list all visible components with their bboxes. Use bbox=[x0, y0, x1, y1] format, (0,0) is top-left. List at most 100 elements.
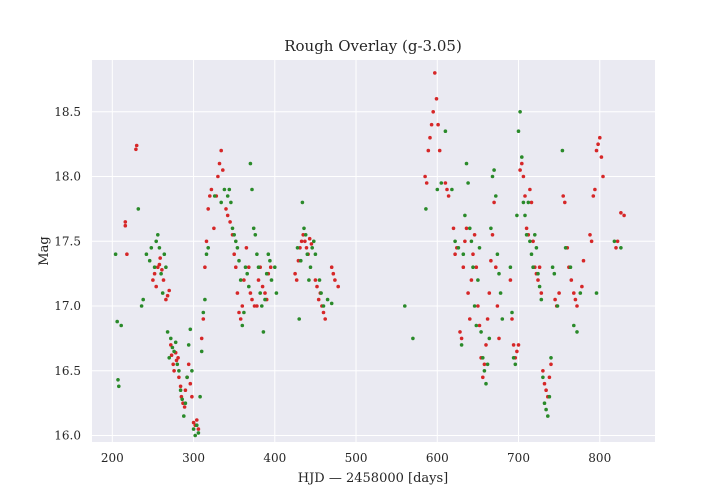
red-data-point bbox=[206, 207, 210, 211]
green-data-point bbox=[219, 200, 223, 205]
red-data-point bbox=[151, 278, 155, 282]
red-data-point bbox=[304, 246, 309, 250]
red-data-point bbox=[593, 187, 597, 192]
green-data-point bbox=[476, 278, 480, 282]
green-data-point bbox=[156, 233, 160, 237]
green-data-point bbox=[256, 265, 261, 270]
red-data-point bbox=[134, 143, 139, 148]
data-points bbox=[113, 71, 626, 438]
green-data-point bbox=[261, 330, 266, 334]
green-data-point bbox=[411, 336, 415, 341]
red-data-point bbox=[323, 317, 328, 321]
green-data-point bbox=[523, 213, 527, 218]
green-data-point bbox=[180, 397, 184, 402]
green-data-point bbox=[308, 265, 313, 270]
green-data-point bbox=[472, 304, 477, 308]
red-data-point bbox=[123, 220, 128, 224]
red-data-point bbox=[542, 381, 547, 386]
green-data-point bbox=[269, 278, 274, 282]
green-data-point bbox=[477, 246, 482, 250]
green-data-point bbox=[251, 226, 256, 231]
green-data-point bbox=[487, 336, 492, 341]
red-data-point bbox=[497, 336, 501, 341]
green-data-point bbox=[186, 343, 191, 347]
red-data-point bbox=[204, 239, 209, 244]
green-data-point bbox=[547, 394, 552, 399]
red-data-point bbox=[476, 304, 480, 308]
green-data-point bbox=[312, 239, 316, 244]
green-data-point bbox=[258, 291, 263, 295]
red-data-point bbox=[255, 304, 259, 308]
red-data-point bbox=[520, 161, 524, 166]
red-data-point bbox=[429, 122, 434, 127]
red-data-point bbox=[487, 291, 492, 295]
green-data-point bbox=[240, 323, 245, 328]
red-data-point bbox=[256, 278, 261, 282]
green-data-point bbox=[515, 213, 519, 218]
green-data-point bbox=[113, 252, 118, 256]
green-data-point bbox=[167, 356, 171, 360]
red-data-point bbox=[464, 226, 469, 231]
x-axis-ticks: 200 300 400 500 600 700 800 bbox=[101, 451, 611, 465]
green-data-point bbox=[297, 317, 302, 321]
green-data-point bbox=[136, 207, 141, 211]
green-data-point bbox=[234, 239, 238, 244]
green-data-point bbox=[232, 233, 236, 237]
green-data-point bbox=[185, 375, 189, 380]
green-data-point bbox=[325, 297, 330, 302]
red-data-point bbox=[490, 233, 495, 237]
green-data-point bbox=[471, 265, 475, 270]
red-data-point bbox=[123, 223, 128, 228]
red-data-point bbox=[171, 362, 175, 367]
red-data-point bbox=[615, 239, 620, 244]
red-data-point bbox=[301, 233, 306, 237]
green-data-point bbox=[313, 252, 318, 256]
red-data-point bbox=[426, 148, 431, 153]
red-data-point bbox=[588, 233, 592, 237]
green-data-point bbox=[534, 246, 539, 250]
red-data-point bbox=[235, 291, 240, 295]
green-data-point bbox=[544, 407, 548, 412]
red-data-point bbox=[152, 271, 157, 276]
green-data-point bbox=[188, 327, 193, 332]
red-data-point bbox=[557, 291, 561, 295]
green-data-point bbox=[222, 187, 227, 192]
green-data-point bbox=[482, 369, 487, 373]
green-data-point bbox=[230, 226, 235, 231]
red-data-point bbox=[208, 194, 212, 198]
red-data-point bbox=[315, 284, 319, 289]
red-data-point bbox=[309, 242, 314, 246]
green-data-point bbox=[183, 401, 188, 406]
red-data-point bbox=[428, 135, 432, 140]
y-tick-label: 16.5 bbox=[54, 364, 81, 378]
green-data-point bbox=[518, 110, 522, 114]
green-data-point bbox=[550, 265, 555, 270]
green-data-point bbox=[321, 304, 326, 308]
y-tick-label: 17.5 bbox=[54, 234, 81, 248]
green-data-point bbox=[521, 200, 526, 205]
red-data-point bbox=[591, 194, 596, 198]
green-data-point bbox=[268, 258, 272, 263]
red-data-point bbox=[494, 265, 498, 270]
green-data-point bbox=[199, 349, 204, 354]
red-data-point bbox=[176, 356, 180, 360]
red-data-point bbox=[569, 278, 574, 282]
red-data-point bbox=[234, 265, 238, 270]
red-data-point bbox=[169, 353, 174, 358]
green-data-point bbox=[260, 304, 264, 308]
red-data-point bbox=[469, 278, 474, 282]
red-data-point bbox=[596, 142, 600, 146]
red-data-point bbox=[164, 297, 168, 302]
green-data-point bbox=[242, 310, 246, 315]
red-data-point bbox=[471, 252, 475, 256]
x-tick-label: 600 bbox=[426, 451, 449, 465]
green-data-point bbox=[456, 246, 461, 250]
green-data-point bbox=[193, 433, 197, 438]
red-data-point bbox=[489, 258, 493, 263]
red-data-point bbox=[329, 265, 334, 270]
red-data-point bbox=[580, 284, 584, 289]
x-tick-label: 400 bbox=[263, 451, 286, 465]
green-data-point bbox=[201, 310, 206, 315]
green-data-point bbox=[537, 284, 542, 289]
red-data-point bbox=[125, 252, 129, 256]
